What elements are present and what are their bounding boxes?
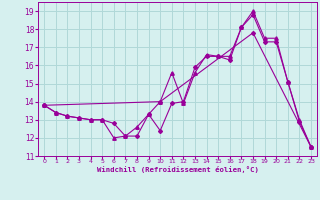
X-axis label: Windchill (Refroidissement éolien,°C): Windchill (Refroidissement éolien,°C)	[97, 166, 259, 173]
